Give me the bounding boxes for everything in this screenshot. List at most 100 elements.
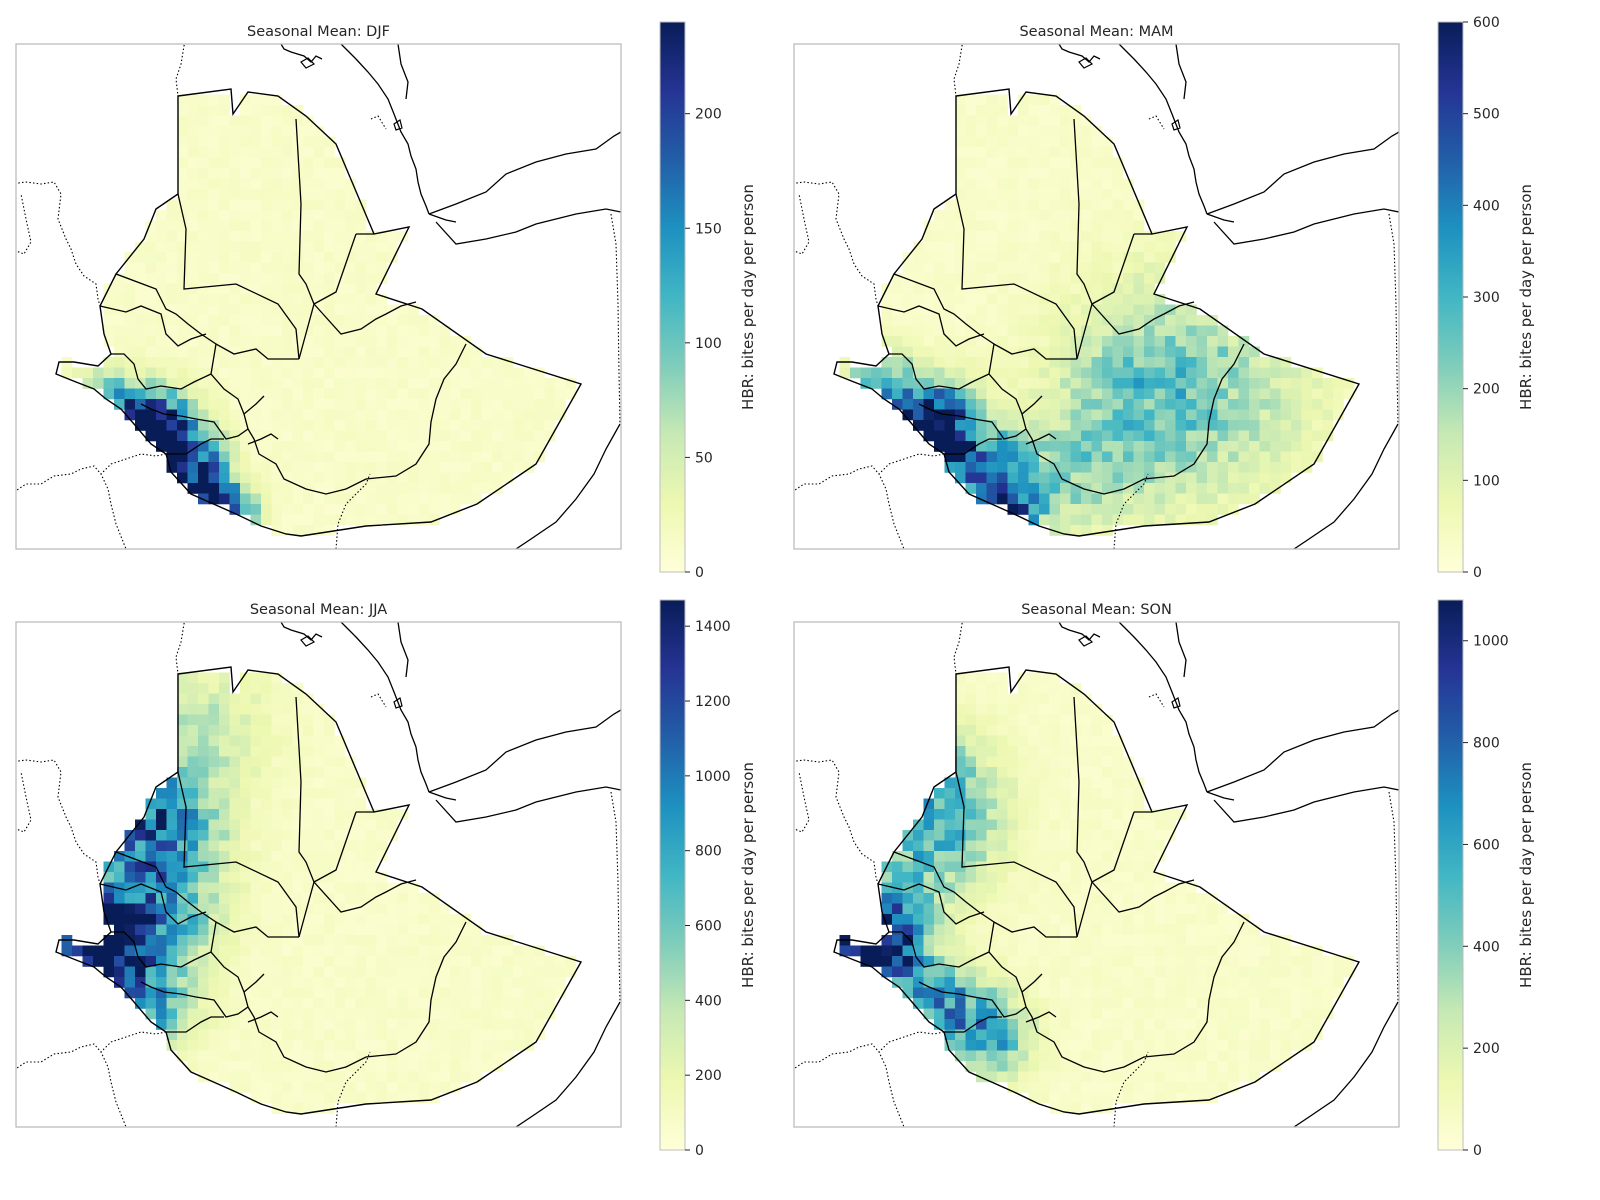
grid-cell <box>166 367 178 379</box>
grid-cell <box>250 136 262 148</box>
grid-cell <box>1049 672 1061 684</box>
grid-cell <box>1123 325 1134 337</box>
grid-cell <box>555 987 566 999</box>
grid-cell <box>429 388 440 400</box>
grid-cell <box>986 830 998 841</box>
grid-cell <box>1007 357 1019 368</box>
grid-cell <box>198 1008 209 1020</box>
grid-cell <box>1081 903 1092 915</box>
country-border-dotted <box>370 693 387 708</box>
grid-cell <box>1060 451 1071 463</box>
grid-cell <box>976 704 987 715</box>
grid-cell <box>1259 420 1271 431</box>
grid-cell <box>1196 1019 1208 1030</box>
grid-cell <box>1144 441 1155 452</box>
grid-cell <box>240 798 251 810</box>
grid-cell <box>965 935 977 946</box>
grid-cell <box>240 714 251 726</box>
grid-cell <box>881 872 893 883</box>
grid-cell <box>1196 1040 1208 1051</box>
grid-cell <box>1123 462 1134 473</box>
grid-cell <box>208 262 220 274</box>
grid-cell <box>261 115 272 127</box>
grid-cell <box>366 956 377 967</box>
grid-cell <box>1028 998 1040 1009</box>
grid-cell <box>156 861 167 873</box>
grid-cell <box>502 977 514 988</box>
grid-cell <box>187 315 199 326</box>
grid-cell <box>902 945 914 957</box>
country-border-dotted <box>953 622 963 675</box>
grid-cell <box>156 903 167 915</box>
grid-cell <box>1081 304 1092 316</box>
grid-cell <box>439 441 451 452</box>
grid-cell <box>986 987 998 999</box>
grid-cell <box>198 956 209 967</box>
grid-cell <box>1018 105 1029 116</box>
grid-cell <box>1060 830 1071 841</box>
grid-cell <box>366 1019 377 1030</box>
grid-cell <box>219 441 230 452</box>
grid-cell <box>997 1040 1008 1051</box>
grid-cell <box>902 336 914 347</box>
grid-cell <box>250 966 262 978</box>
grid-cell <box>1060 861 1071 873</box>
grid-cell <box>345 493 356 505</box>
grid-cell <box>1091 725 1103 736</box>
grid-cell <box>240 1071 251 1083</box>
grid-cell <box>187 872 199 883</box>
grid-cell <box>303 756 314 768</box>
grid-cell <box>1060 462 1071 473</box>
grid-cell <box>997 105 1008 116</box>
grid-cell <box>544 987 556 999</box>
grid-cell <box>460 367 472 379</box>
grid-cell <box>534 977 545 988</box>
grid-cell <box>1154 987 1166 999</box>
grid-cell <box>923 294 935 305</box>
grid-cell <box>1070 977 1082 988</box>
grid-cell <box>271 882 283 894</box>
grid-cell <box>366 357 377 368</box>
grid-cell <box>1081 178 1092 190</box>
grid-cell <box>534 998 545 1009</box>
grid-cell <box>1102 357 1113 368</box>
grid-cell <box>177 798 188 810</box>
grid-cell <box>313 1040 325 1051</box>
grid-cell <box>892 315 903 326</box>
grid-cell <box>1070 451 1082 463</box>
grid-cell <box>1165 903 1176 915</box>
grid-cell <box>177 683 188 694</box>
grid-cell <box>1228 956 1239 967</box>
grid-cell <box>1322 378 1334 389</box>
grid-cell <box>334 157 346 169</box>
grid-cell <box>1123 945 1134 957</box>
grid-cell <box>324 462 335 473</box>
grid-cell <box>460 966 472 978</box>
grid-cell <box>1007 147 1019 158</box>
grid-cell <box>229 1050 241 1062</box>
grid-cell <box>145 294 157 305</box>
grid-cell <box>1175 462 1187 473</box>
grid-cell <box>408 1008 419 1020</box>
grid-cell <box>1196 336 1208 347</box>
grid-cell <box>439 977 451 988</box>
grid-cell <box>303 735 314 747</box>
coastline <box>428 791 457 801</box>
grid-cell <box>135 325 146 337</box>
grid-cell <box>986 872 998 883</box>
grid-cell <box>282 451 293 463</box>
grid-cell <box>114 388 125 400</box>
grid-cell <box>313 294 325 305</box>
grid-cell <box>313 851 325 862</box>
grid-cell <box>1028 819 1040 831</box>
grid-cell <box>555 977 566 988</box>
grid-cell <box>976 987 987 999</box>
grid-cell <box>408 1061 419 1072</box>
grid-cell <box>219 315 230 326</box>
grid-cell <box>1228 1040 1239 1051</box>
grid-cell <box>481 1008 493 1020</box>
grid-cell <box>1196 956 1208 967</box>
grid-cell <box>303 1019 314 1030</box>
grid-cell <box>1102 210 1113 221</box>
grid-cell <box>913 966 924 978</box>
